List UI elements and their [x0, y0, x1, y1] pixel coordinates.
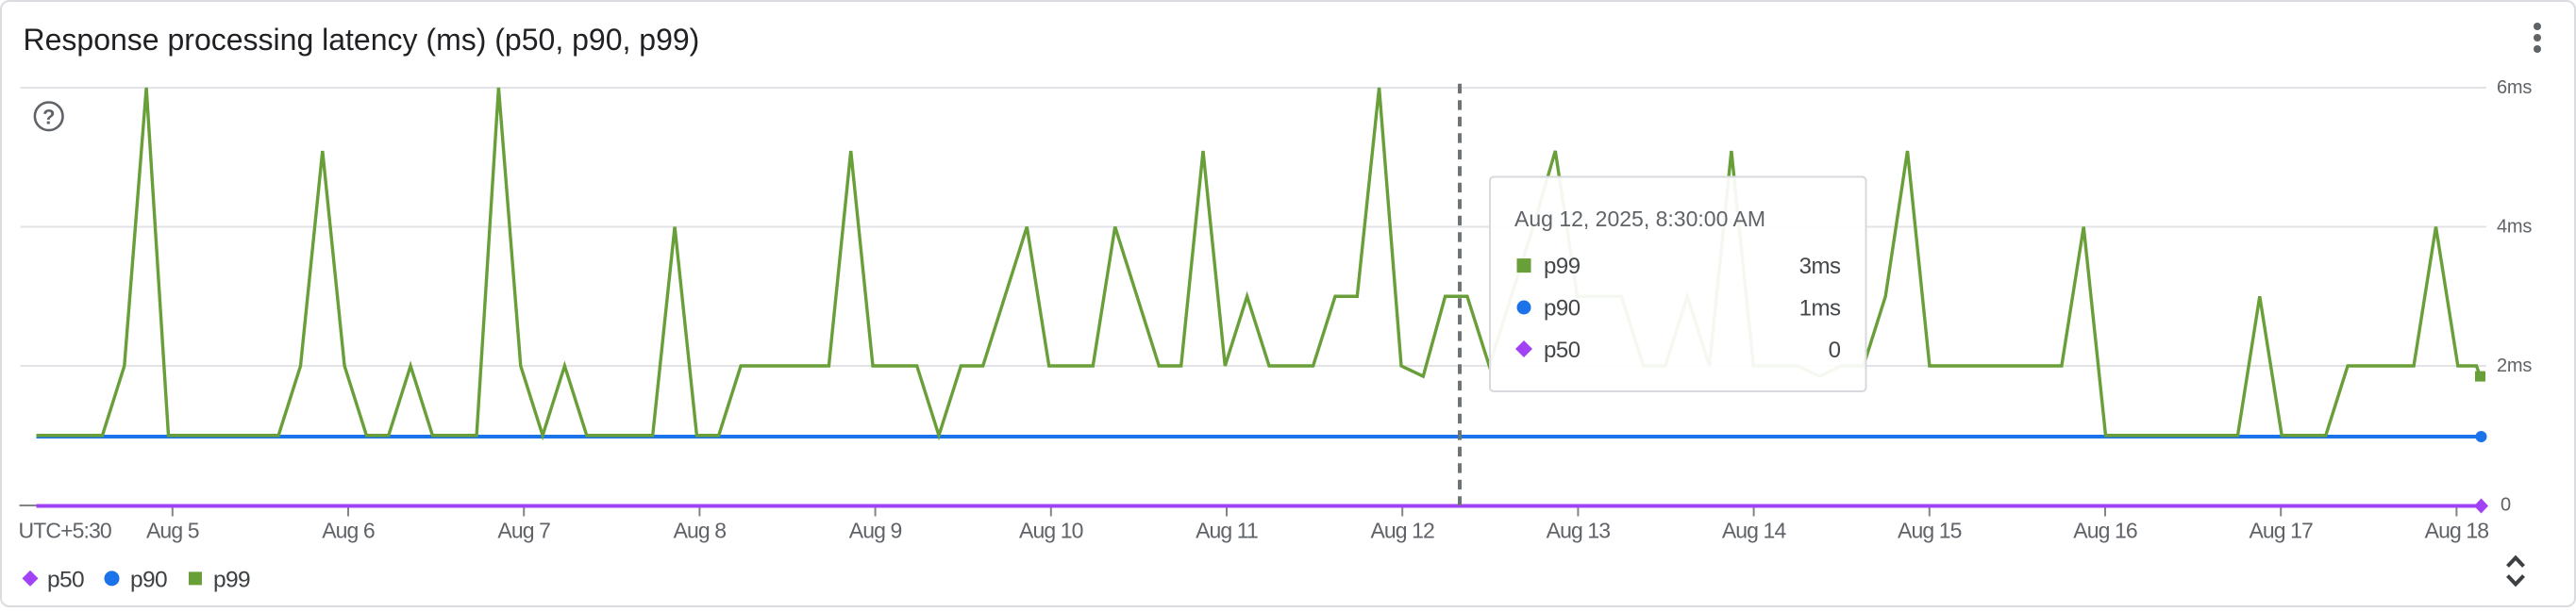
svg-text:Aug 16: Aug 16 — [2073, 519, 2137, 543]
svg-text:p90: p90 — [1544, 296, 1581, 322]
svg-text:Aug 5: Aug 5 — [146, 519, 199, 543]
svg-text:Aug 14: Aug 14 — [1722, 519, 1787, 543]
svg-text:?: ? — [42, 106, 55, 129]
svg-text:Aug 17: Aug 17 — [2249, 519, 2313, 543]
svg-text:p90: p90 — [130, 568, 167, 593]
svg-text:Aug 8: Aug 8 — [674, 519, 727, 543]
svg-text:p50: p50 — [47, 568, 84, 593]
svg-text:0: 0 — [1829, 338, 1841, 363]
svg-text:6ms: 6ms — [2497, 77, 2532, 98]
svg-text:1ms: 1ms — [1799, 296, 1841, 322]
svg-text:3ms: 3ms — [1799, 254, 1841, 279]
svg-text:Response processing latency (m: Response processing latency (ms) (p50, p… — [24, 23, 700, 57]
svg-text:Aug 12: Aug 12 — [1370, 519, 1434, 543]
svg-text:0: 0 — [2501, 495, 2511, 516]
svg-text:Aug 11: Aug 11 — [1196, 519, 1258, 543]
svg-text:Aug 18: Aug 18 — [2425, 519, 2489, 543]
svg-text:Aug 15: Aug 15 — [1898, 519, 1962, 543]
svg-text:p99: p99 — [213, 568, 250, 593]
svg-text:Aug 13: Aug 13 — [1547, 519, 1611, 543]
svg-text:Aug 9: Aug 9 — [849, 519, 902, 543]
svg-text:UTC+5:30: UTC+5:30 — [19, 519, 111, 543]
svg-text:Aug 6: Aug 6 — [322, 519, 375, 543]
svg-text:4ms: 4ms — [2497, 217, 2532, 238]
svg-text:2ms: 2ms — [2497, 356, 2532, 376]
svg-text:Aug 7: Aug 7 — [497, 519, 550, 543]
svg-text:p99: p99 — [1544, 254, 1581, 279]
svg-text:Aug 10: Aug 10 — [1019, 519, 1083, 543]
svg-text:p50: p50 — [1544, 338, 1581, 363]
svg-text:Aug 12, 2025, 8:30:00 AM: Aug 12, 2025, 8:30:00 AM — [1514, 207, 1765, 231]
